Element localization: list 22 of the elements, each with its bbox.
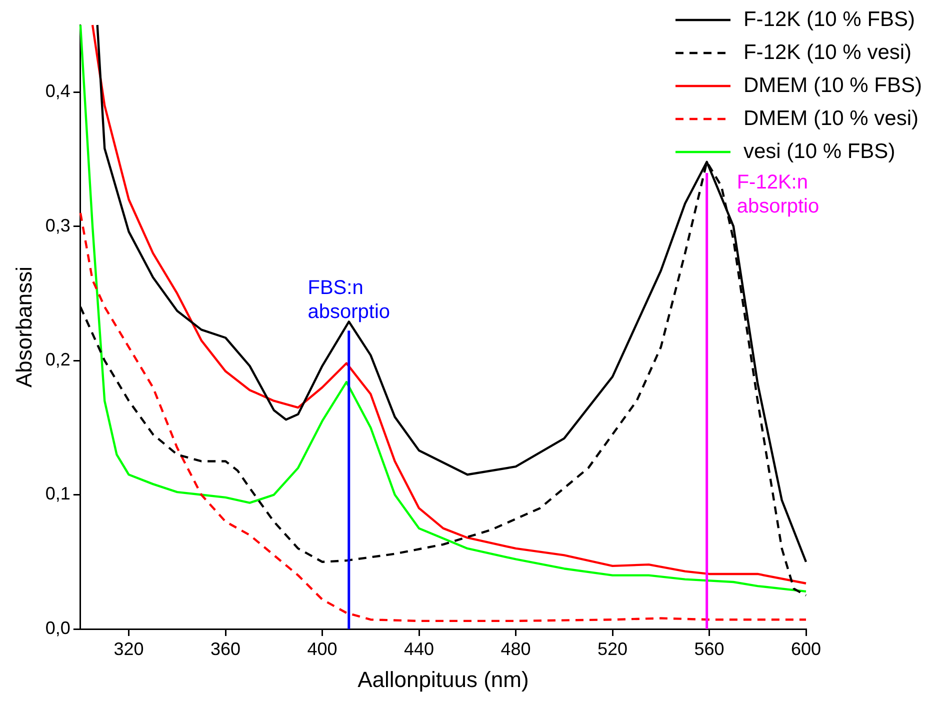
x-tick-label: 520 xyxy=(597,638,628,659)
x-tick-label: 400 xyxy=(307,638,338,659)
x-tick-label: 480 xyxy=(500,638,531,659)
legend-label: DMEM (10 % FBS) xyxy=(743,74,922,97)
ref-line-label: F-12K:n absorptio xyxy=(736,171,820,218)
y-tick-label: 0,4 xyxy=(45,81,70,102)
y-tick-label: 0,2 xyxy=(45,350,70,370)
y-axis-title: Absorbanssi xyxy=(11,266,36,388)
x-axis-title: Aallonpituus (nm) xyxy=(358,666,529,692)
x-tick-label: 560 xyxy=(694,638,724,659)
legend-label: F-12K (10 % vesi) xyxy=(743,40,912,64)
x-tick-label: 440 xyxy=(404,638,434,659)
legend-label: vesi (10 % FBS) xyxy=(743,140,896,163)
x-tick-label: 360 xyxy=(210,638,241,659)
legend-label: F-12K (10 % FBS) xyxy=(743,8,916,31)
x-tick-label: 320 xyxy=(114,638,144,659)
x-tick-label: 600 xyxy=(790,638,822,659)
legend-label: DMEM (10 % vesi) xyxy=(743,106,919,130)
ref-line-label: FBS:n absorptio xyxy=(308,277,390,324)
y-tick-label: 0,0 xyxy=(45,618,70,638)
y-tick-label: 0,1 xyxy=(45,484,70,504)
y-tick-label: 0,3 xyxy=(45,215,70,236)
